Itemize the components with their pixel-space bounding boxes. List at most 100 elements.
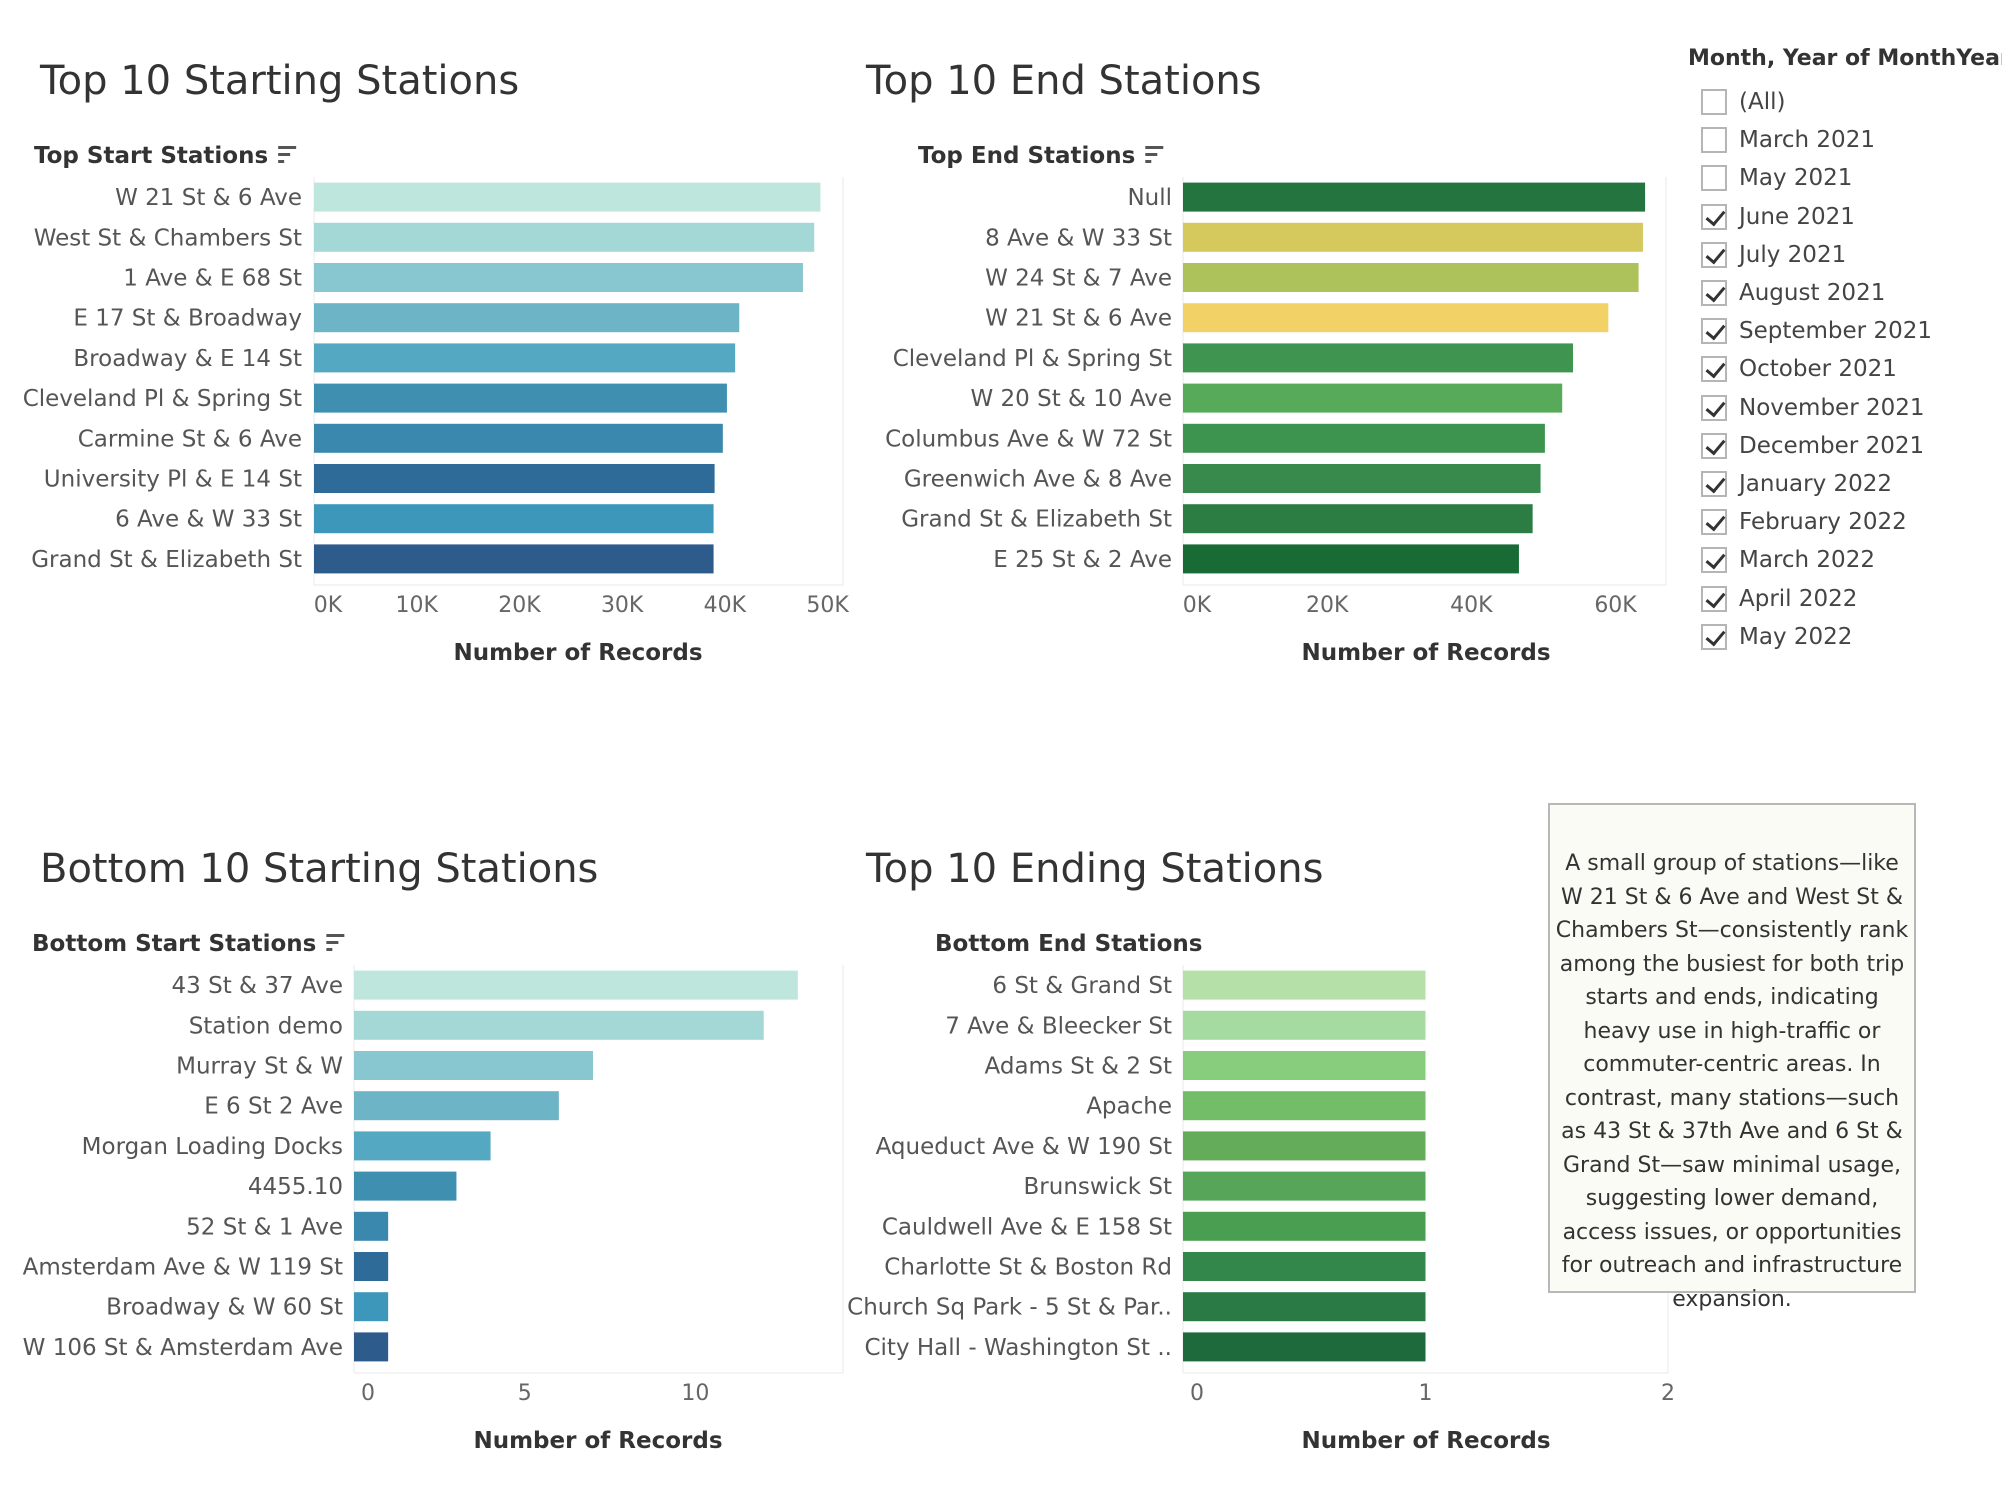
category-label: Broadway & W 60 St <box>106 1295 343 1321</box>
axis-header: Bottom End Stations <box>935 931 1202 957</box>
bar[interactable] <box>354 1010 764 1040</box>
bar[interactable] <box>354 1252 389 1281</box>
bar[interactable] <box>1183 263 1639 292</box>
filter-item[interactable]: March 2022 <box>1688 541 1998 579</box>
bar[interactable] <box>314 303 740 333</box>
top-start-chart: Top Start Stations W 21 St & 6 Ave West St… <box>0 130 2002 690</box>
bar[interactable] <box>1183 222 1643 252</box>
filter-item-label: August 2021 <box>1739 280 1886 307</box>
category-label: 1 Ave & E 68 St <box>123 266 302 292</box>
filter-item-label: March 2021 <box>1739 127 1875 154</box>
checkbox-checked-icon[interactable] <box>1701 470 1727 497</box>
sort-descending-icon[interactable] <box>278 146 297 163</box>
x-axis-title: Number of Records <box>453 640 702 666</box>
tick-label: 10 <box>681 1381 709 1406</box>
bar[interactable] <box>1183 343 1574 373</box>
bar[interactable] <box>1183 1091 1426 1121</box>
checkbox-checked-icon[interactable] <box>1701 241 1727 268</box>
sort-descending-icon[interactable] <box>326 934 345 951</box>
bar[interactable] <box>354 1131 491 1161</box>
category-label: Charlotte St & Boston Rd <box>884 1255 1172 1281</box>
filter-item-label: November 2021 <box>1739 394 1925 421</box>
chart-title-top-start: Top 10 Starting Stations <box>40 58 520 104</box>
bar[interactable] <box>1183 182 1646 212</box>
category-label: Grand St & Elizabeth St <box>31 547 302 573</box>
bar[interactable] <box>1183 1051 1426 1080</box>
filter-item[interactable]: May 2022 <box>1688 618 1998 656</box>
bar[interactable] <box>1183 1252 1426 1281</box>
checkbox-checked-icon[interactable] <box>1701 203 1727 230</box>
bar[interactable] <box>314 464 715 493</box>
checkbox-checked-icon[interactable] <box>1701 318 1727 345</box>
filter-item[interactable]: November 2021 <box>1688 389 1998 427</box>
bottom-end-chart: Bottom End Stations 6 St & Grand St 7 Ave … <box>0 918 2002 1478</box>
bar[interactable] <box>314 544 714 574</box>
bar[interactable] <box>1183 1332 1426 1362</box>
checkbox-checked-icon[interactable] <box>1701 432 1727 459</box>
chart-title-bottom-start: Bottom 10 Starting Stations <box>40 846 599 892</box>
bar[interactable] <box>314 222 815 252</box>
sort-descending-icon[interactable] <box>1145 146 1164 163</box>
category-label: 52 St & 1 Ave <box>186 1214 343 1240</box>
bar[interactable] <box>354 1292 389 1322</box>
filter-item[interactable]: January 2022 <box>1688 465 1998 503</box>
filter-item[interactable]: (All) <box>1688 83 1998 121</box>
checkbox-checked-icon[interactable] <box>1701 356 1727 383</box>
checkbox-unchecked-icon[interactable] <box>1701 89 1727 116</box>
bar[interactable] <box>1183 1131 1426 1161</box>
checkbox-checked-icon[interactable] <box>1701 623 1727 650</box>
bar[interactable] <box>1183 544 1519 574</box>
filter-item[interactable]: December 2021 <box>1688 427 1998 465</box>
filter-item[interactable]: September 2021 <box>1688 312 1998 350</box>
checkbox-checked-icon[interactable] <box>1701 509 1727 536</box>
bar[interactable] <box>1183 504 1533 534</box>
filter-item[interactable]: March 2021 <box>1688 121 1998 159</box>
filter-item[interactable]: February 2022 <box>1688 503 1998 541</box>
bottom_start-svg: Bottom Start Stations 43 St & 37 Ave Stati… <box>23 931 844 1454</box>
filter-item[interactable]: August 2021 <box>1688 274 1998 312</box>
filter-item[interactable]: June 2021 <box>1688 198 1998 236</box>
checkbox-checked-icon[interactable] <box>1701 585 1727 612</box>
filter-item[interactable]: May 2021 <box>1688 159 1998 197</box>
bar[interactable] <box>1183 1010 1426 1040</box>
bar[interactable] <box>1183 970 1426 1000</box>
tick-label: 5 <box>518 1381 532 1406</box>
bar[interactable] <box>1183 383 1563 413</box>
bar[interactable] <box>1183 1171 1426 1201</box>
bar[interactable] <box>1183 423 1545 453</box>
bar[interactable] <box>314 383 727 413</box>
bar[interactable] <box>1183 1292 1426 1322</box>
category-label: 6 Ave & W 33 St <box>115 507 302 533</box>
bottom-start-chart: Bottom Start Stations 43 St & 37 Ave Stati… <box>0 918 2002 1478</box>
bar[interactable] <box>354 1332 389 1362</box>
checkbox-checked-icon[interactable] <box>1701 394 1727 421</box>
checkbox-unchecked-icon[interactable] <box>1701 127 1727 154</box>
filter-item[interactable]: October 2021 <box>1688 350 1998 388</box>
tick-label: 40K <box>704 593 747 618</box>
checkbox-checked-icon[interactable] <box>1701 280 1727 307</box>
bar[interactable] <box>1183 303 1609 333</box>
checkbox-unchecked-icon[interactable] <box>1701 165 1727 192</box>
filter-item[interactable]: April 2022 <box>1688 579 1998 617</box>
tick-label: 20K <box>498 593 541 618</box>
bar[interactable] <box>354 970 798 1000</box>
checkbox-checked-icon[interactable] <box>1701 547 1727 574</box>
bar[interactable] <box>1183 464 1541 493</box>
bar[interactable] <box>314 182 821 212</box>
filter-item[interactable]: July 2021 <box>1688 236 1998 274</box>
category-label: West St & Chambers St <box>34 225 302 251</box>
bar[interactable] <box>314 343 736 373</box>
bar[interactable] <box>354 1211 389 1241</box>
bar[interactable] <box>354 1051 593 1080</box>
bar[interactable] <box>314 504 714 534</box>
category-label: Morgan Loading Docks <box>82 1134 343 1160</box>
bar[interactable] <box>354 1171 457 1201</box>
bar[interactable] <box>314 423 723 453</box>
axis-header: Bottom Start Stations <box>32 931 316 957</box>
category-label: Grand St & Elizabeth St <box>901 507 1172 533</box>
bar[interactable] <box>1183 1211 1426 1241</box>
top_end-svg: Top End Stations Null 8 Ave & W 33 St W 24 … <box>885 143 1667 666</box>
bar[interactable] <box>354 1091 559 1121</box>
category-label: Apache <box>1086 1094 1172 1120</box>
bar[interactable] <box>314 263 803 292</box>
